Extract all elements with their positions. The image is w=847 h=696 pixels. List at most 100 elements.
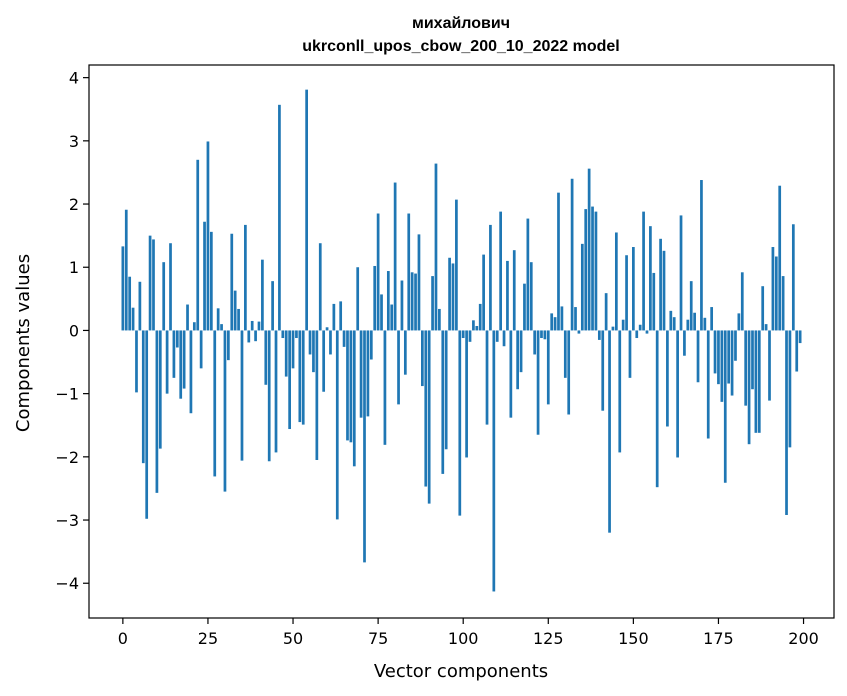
bar <box>390 304 394 331</box>
bar <box>301 330 305 425</box>
y-tick-label: −1 <box>55 385 79 404</box>
bar <box>233 290 237 331</box>
bar <box>203 221 206 331</box>
x-tick-label: 50 <box>283 629 303 648</box>
bar <box>335 330 339 520</box>
bar <box>458 330 462 516</box>
bar <box>577 330 581 334</box>
bar <box>407 213 411 331</box>
bar <box>349 330 353 443</box>
bar <box>359 330 363 418</box>
bar <box>322 330 326 392</box>
y-tick-label: −3 <box>55 511 79 530</box>
bar <box>533 330 537 355</box>
bar <box>128 276 132 331</box>
bar <box>608 330 611 533</box>
bar <box>621 319 625 331</box>
bar <box>492 330 496 592</box>
bar <box>655 330 659 488</box>
bar <box>713 330 717 374</box>
bar <box>710 307 714 331</box>
bar <box>186 304 189 331</box>
bar <box>298 330 302 423</box>
bar <box>403 330 407 375</box>
bar <box>652 272 656 331</box>
bar <box>666 330 669 427</box>
x-tick-label: 150 <box>618 629 649 648</box>
x-tick-label: 100 <box>448 629 479 648</box>
chart-title-line1: михайлович <box>412 15 510 32</box>
bar <box>376 213 380 331</box>
bar <box>659 238 662 331</box>
bar <box>271 281 274 331</box>
bar <box>553 317 557 331</box>
bar <box>145 330 149 519</box>
bar <box>209 231 213 331</box>
bar <box>506 260 509 331</box>
bar <box>499 211 502 331</box>
bar <box>410 272 414 331</box>
bar <box>315 330 319 460</box>
bar <box>295 330 298 339</box>
bar <box>441 330 445 474</box>
bar <box>179 330 183 399</box>
bar <box>325 327 329 331</box>
bar <box>683 330 686 356</box>
bar <box>131 307 135 331</box>
bar <box>230 233 234 331</box>
bar <box>778 185 782 331</box>
x-tick-label: 200 <box>788 629 819 648</box>
bar <box>584 209 588 331</box>
bar <box>632 247 635 331</box>
bar <box>614 232 618 331</box>
bar <box>250 320 254 331</box>
bar <box>291 330 295 369</box>
bar <box>618 330 622 453</box>
bar <box>478 303 482 331</box>
bar <box>386 271 390 331</box>
bar <box>717 330 720 385</box>
bar <box>199 330 203 369</box>
bar <box>519 330 523 373</box>
chart-title-line2: ukrconll_upos_cbow_200_10_2022 model <box>302 38 619 55</box>
bar <box>451 263 455 331</box>
bar <box>563 330 567 378</box>
bar <box>121 246 125 331</box>
bar <box>141 330 145 464</box>
bar <box>342 330 346 347</box>
bar <box>427 330 431 504</box>
bar <box>329 330 332 355</box>
bar <box>346 330 349 441</box>
bar <box>468 330 472 342</box>
bar <box>645 330 649 334</box>
plot-frame <box>88 64 835 619</box>
bar <box>339 301 343 331</box>
bar <box>676 330 679 458</box>
y-tick-label: −2 <box>55 448 79 467</box>
x-tick-label: 0 <box>118 629 128 648</box>
bar <box>373 265 377 331</box>
bar <box>216 308 220 331</box>
bar <box>461 330 465 339</box>
bar <box>723 330 727 483</box>
bar <box>489 224 492 331</box>
bar <box>625 255 628 331</box>
bar <box>485 330 489 425</box>
bar <box>649 226 652 331</box>
bar <box>237 308 240 331</box>
bar <box>124 209 128 331</box>
bar <box>475 326 479 331</box>
bar <box>791 224 795 331</box>
bar <box>727 330 731 384</box>
bar <box>482 254 485 331</box>
bar <box>785 330 788 515</box>
bar <box>635 330 639 339</box>
bar <box>278 104 281 331</box>
bar <box>611 326 615 331</box>
bar <box>672 317 676 331</box>
y-tick-label: 4 <box>69 69 79 88</box>
bar <box>774 256 778 331</box>
bar <box>546 330 550 405</box>
bar <box>472 320 475 331</box>
bar <box>254 330 257 342</box>
